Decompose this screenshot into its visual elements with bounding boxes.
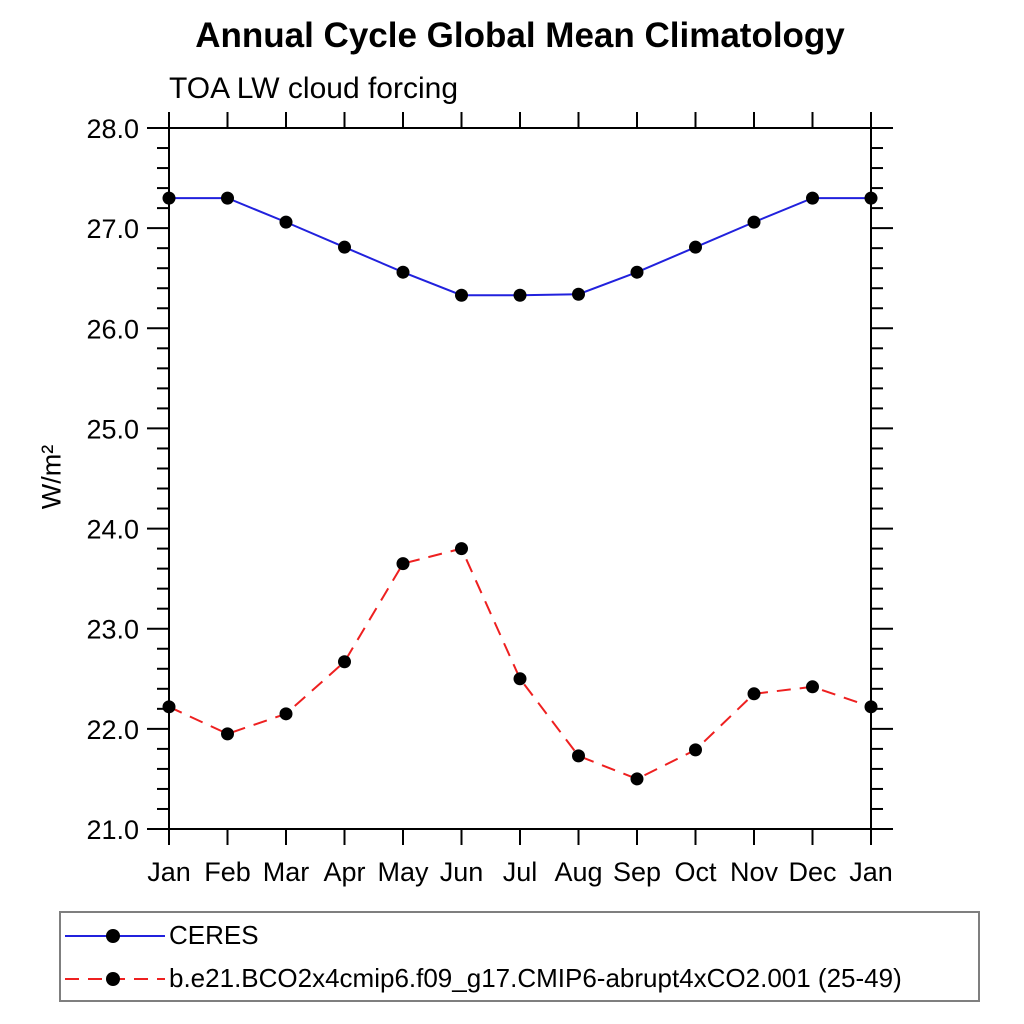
chart-title: Annual Cycle Global Mean Climatology (195, 16, 845, 55)
data-point-marker-0 (806, 191, 819, 205)
legend-key-solid-line (65, 928, 165, 943)
x-tick-label: May (377, 857, 429, 887)
data-point-marker-0 (513, 288, 527, 302)
legend-marker-circle-icon (106, 928, 120, 943)
y-tick-label: 23.0 (86, 615, 139, 645)
data-point-marker-0 (338, 240, 351, 254)
data-point-marker-1 (747, 687, 761, 701)
series-line-0 (169, 197, 871, 297)
plot-frame (168, 127, 872, 830)
data-point-marker-1 (162, 700, 176, 714)
data-point-marker-1 (513, 672, 527, 686)
x-tick-label: Dec (788, 857, 836, 887)
series-line-1 (168, 547, 872, 781)
y-tick-label: 27.0 (86, 214, 139, 244)
legend-label-ceres: CERES (169, 920, 259, 950)
x-tick-label: Feb (204, 857, 251, 887)
x-tick-label: Jun (440, 857, 484, 887)
x-tick-label: Aug (554, 857, 602, 887)
data-point-marker-0 (630, 265, 644, 279)
chart-subtitle: TOA LW cloud forcing (169, 72, 459, 105)
data-point-marker-0 (396, 265, 410, 279)
x-tick-label: Jul (503, 857, 538, 887)
legend-item-model: b.e21.BCO2x4cmip6.f09_g17.CMIP6-abrupt4x… (61, 957, 902, 1000)
data-point-marker-0 (689, 240, 702, 254)
x-tick-label: Oct (674, 857, 717, 887)
data-point-marker-0 (572, 287, 585, 301)
legend: CERES b.e21.BCO2x4cmip6.f09_g17.CMIP6-ab… (59, 911, 980, 1002)
y-tick-label: 28.0 (86, 114, 139, 144)
legend-marker-circle-icon (106, 971, 120, 986)
x-tick-label: Jan (849, 857, 893, 887)
y-tick-label: 21.0 (86, 815, 139, 845)
data-point-marker-0 (279, 215, 293, 229)
data-point-marker-1 (338, 655, 351, 669)
y-tick-label: 24.0 (86, 515, 139, 545)
data-point-marker-1 (396, 557, 410, 571)
legend-item-ceres: CERES (61, 914, 259, 957)
x-tick-label: Nov (730, 857, 779, 887)
data-point-marker-0 (162, 191, 176, 205)
data-point-marker-0 (864, 191, 878, 205)
data-point-marker-0 (221, 191, 234, 205)
data-point-marker-0 (455, 288, 468, 302)
x-tick-label: Mar (263, 857, 310, 887)
legend-key-dashed-line (65, 971, 165, 986)
data-point-marker-1 (221, 727, 234, 741)
legend-label-model: b.e21.BCO2x4cmip6.f09_g17.CMIP6-abrupt4x… (169, 963, 902, 993)
data-point-marker-0 (747, 215, 761, 229)
x-tick-label: Sep (613, 857, 661, 887)
data-point-marker-1 (630, 772, 644, 786)
data-point-marker-1 (279, 707, 293, 721)
data-point-marker-1 (689, 743, 702, 757)
data-point-marker-1 (455, 542, 468, 556)
x-tick-label: Apr (323, 857, 365, 887)
data-point-marker-1 (572, 749, 585, 763)
data-point-marker-1 (864, 700, 878, 714)
data-point-marker-1 (806, 680, 819, 694)
x-tick-label: Jan (147, 857, 191, 887)
y-tick-label: 25.0 (86, 414, 139, 444)
y-tick-label: 26.0 (86, 314, 139, 344)
y-axis-label: W/m² (36, 444, 67, 510)
y-tick-label: 22.0 (86, 715, 139, 745)
